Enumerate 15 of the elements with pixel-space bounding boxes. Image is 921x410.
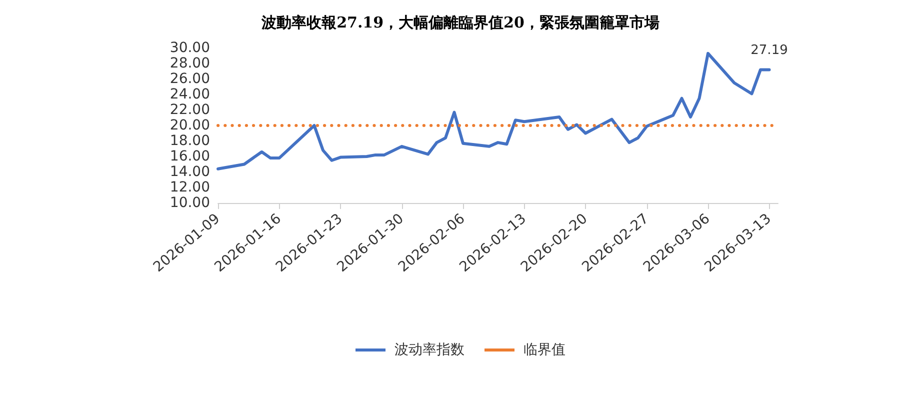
y-tick-label: 30.00 bbox=[170, 40, 210, 56]
data-label: 27.19 bbox=[750, 42, 788, 58]
y-tick-label: 14.00 bbox=[170, 164, 210, 180]
chart-title: 波動率收報27.19，大幅偏離臨界值20，緊張氛圍籠罩市場 bbox=[260, 14, 660, 32]
y-tick-label: 10.00 bbox=[170, 195, 210, 211]
y-tick-label: 24.00 bbox=[170, 86, 210, 102]
y-tick-label: 20.00 bbox=[170, 118, 210, 134]
y-tick-label: 16.00 bbox=[170, 148, 210, 164]
y-tick-label: 12.00 bbox=[170, 180, 210, 196]
y-tick-label: 28.00 bbox=[170, 56, 210, 72]
y-tick-label: 22.00 bbox=[170, 102, 210, 118]
y-tick-label: 18.00 bbox=[170, 133, 210, 149]
y-tick-label: 26.00 bbox=[170, 71, 210, 87]
legend-label: 临界值 bbox=[524, 342, 566, 358]
legend-label: 波动率指数 bbox=[394, 342, 464, 358]
